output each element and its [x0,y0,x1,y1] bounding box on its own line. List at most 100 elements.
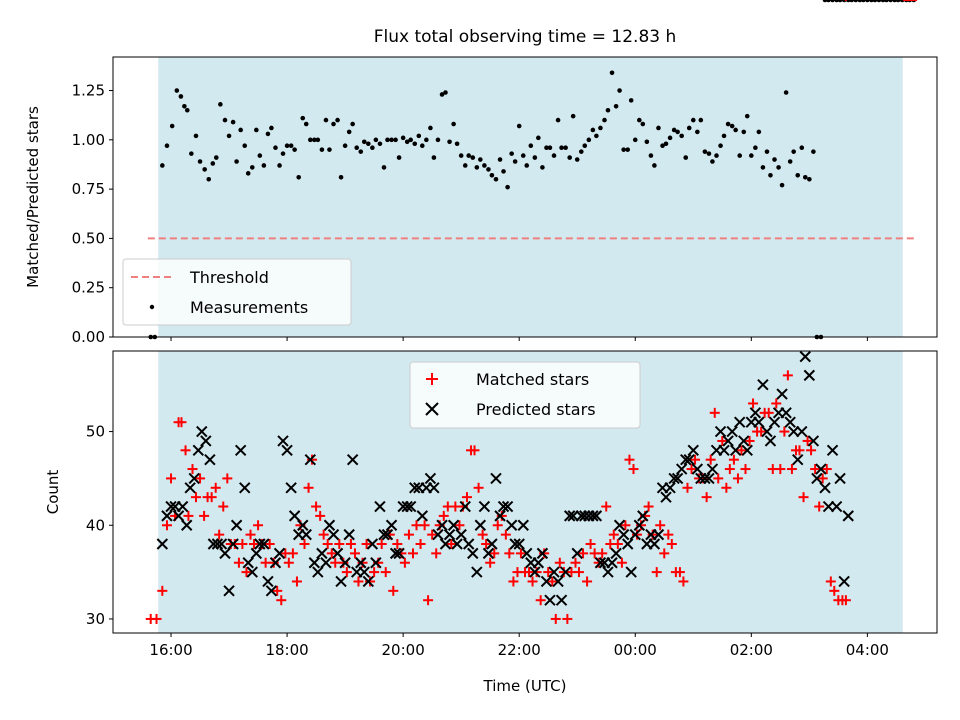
x-tick-label: 22:00 [498,641,541,659]
matched-star-marker [334,538,345,549]
matched-star-marker [322,538,333,549]
measurement-point [544,145,549,151]
predicted-star-marker [308,557,321,569]
measurement-point [811,149,816,154]
measurement-point [675,129,680,135]
measurement-point [315,137,321,143]
predicted-star-marker [223,585,235,597]
matched-star-marker [492,520,503,531]
predicted-star-marker [451,538,463,550]
measurement-point [284,143,290,149]
matched-star-marker [438,510,449,521]
measurement-point [197,159,203,164]
matched-star-marker [365,576,376,587]
top-y-ticks: 0.00 0.25 0.50 0.75 1.00 1.25 [72,82,113,346]
matched-star-marker [666,538,677,549]
legend-threshold-label: Threshold [189,268,269,287]
predicted-star-marker [192,444,205,457]
matched-star-marker [303,482,314,493]
matched-star-marker [601,501,612,512]
measurement-point [245,171,251,176]
top-panel: 0.00 0.25 0.50 0.75 1.00 1.25 Matched/Predict… [24,0,938,346]
predicted-star-marker [250,547,263,560]
predicted-star-marker [439,538,452,550]
matched-star-marker [631,529,642,540]
predicted-star-marker [478,500,491,513]
predicted-star-marker [811,472,823,485]
predicted-star-marker [204,453,216,466]
matched-star-marker [469,445,480,456]
matched-star-marker [608,529,619,540]
predicted-star-marker [613,519,626,531]
measurement-point [640,121,646,127]
predicted-star-marker [660,491,672,503]
measurement-point [307,137,313,143]
predicted-star-marker [297,519,309,531]
measurement-point [439,92,445,97]
measurement-point [431,155,437,160]
predicted-star-marker [401,500,413,513]
bottom-y-tick-label: 50 [86,423,105,441]
measurement-point [671,127,677,133]
predicted-star-marker [277,435,289,447]
measurement-point [184,107,190,113]
predicted-star-marker [544,594,556,606]
measurement-point [424,137,429,143]
measurement-point [303,121,309,127]
matched-star-marker [496,510,507,521]
measurement-point [783,90,789,95]
matched-star-marker [291,576,302,587]
predicted-star-marker [428,482,440,494]
predicted-star-marker [602,566,614,578]
measurement-point [791,149,796,154]
matched-star-marker [176,417,187,428]
measurement-point [834,0,839,3]
predicted-star-marker [176,500,189,513]
predicted-star-marker [610,547,622,560]
predicted-star-marker [200,435,212,447]
measurement-point [280,151,286,156]
measurement-point [206,176,212,182]
predicted-star-marker [254,538,266,550]
predicted-star-marker [355,557,367,569]
measurement-point [257,153,263,158]
matched-star-marker [585,538,596,549]
predicted-star-marker [753,416,765,428]
matched-star-marker [701,492,712,503]
predicted-star-marker [741,444,753,457]
predicted-star-marker [343,528,355,541]
measurement-point [447,139,452,145]
measurement-point [559,145,564,151]
matched-star-marker [717,435,728,446]
measurement-point [331,121,336,127]
predicted-star-marker [587,510,599,522]
matched-star-marker [427,529,438,540]
predicted-star-marker [165,500,177,513]
predicted-star-marker [490,472,502,485]
measurement-point [714,153,719,158]
matched-star-marker [419,520,430,531]
matched-star-marker [195,473,206,484]
predicted-star-marker [819,482,831,494]
predicted-star-marker [362,575,375,588]
measurement-point [319,147,325,152]
predicted-star-marker [482,547,495,560]
measurement-point [218,102,223,107]
measurement-point [428,125,433,131]
predicted-star-marker [172,510,185,522]
matched-star-marker [515,548,526,559]
measurement-point [501,169,506,174]
matched-star-marker [674,567,685,578]
measurement-point [663,141,669,147]
predicted-star-marker [675,463,688,475]
matched-star-marker [539,548,550,559]
matched-star-marker [477,529,488,540]
measurement-point [408,137,413,143]
measurement-point [744,113,750,119]
measurement-point [370,145,375,151]
predicted-star-marker [803,369,816,382]
measurement-point [419,143,425,149]
predicted-star-marker [188,472,200,485]
matched-star-marker [161,520,172,531]
matched-star-marker [570,557,581,568]
